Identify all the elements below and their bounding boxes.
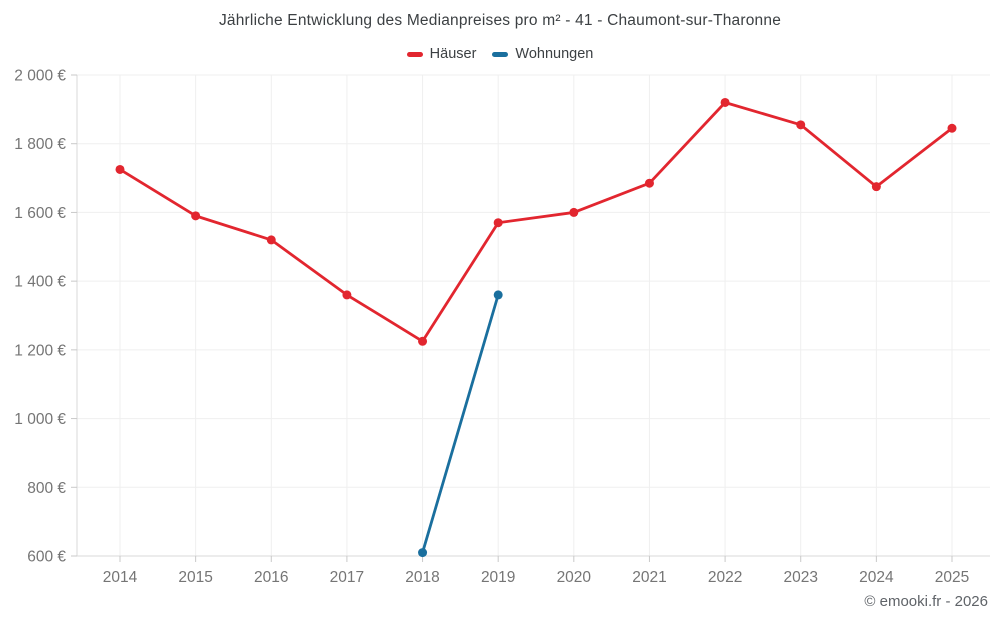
axes bbox=[71, 74, 990, 562]
series-line bbox=[421, 293, 500, 554]
x-tick-label: 2022 bbox=[708, 569, 742, 586]
y-tick-label: 600 € bbox=[27, 549, 66, 566]
x-tick-label: 2018 bbox=[405, 569, 439, 586]
x-tick-label: 2019 bbox=[481, 569, 515, 586]
data-point[interactable] bbox=[493, 290, 503, 300]
x-tick-label: 2015 bbox=[178, 569, 212, 586]
x-tick-label: 2014 bbox=[103, 569, 138, 586]
legend-item-wohnungen[interactable]: Wohnungen bbox=[492, 46, 593, 62]
x-tick-label: 2025 bbox=[935, 569, 969, 586]
data-point[interactable] bbox=[418, 336, 428, 346]
axis-labels: 600 € 800 € 1 000 € 1 200 € 1 400 € 1 600 € 1 … bbox=[14, 68, 969, 587]
y-tick-label: 1 200 € bbox=[14, 342, 66, 359]
x-tick-label: 2021 bbox=[632, 569, 666, 586]
data-point[interactable] bbox=[342, 290, 352, 300]
legend: Häuser Wohnungen bbox=[0, 46, 1000, 62]
x-tick-label: 2023 bbox=[783, 569, 817, 586]
chart-title: Jährliche Entwicklung des Medianpreises … bbox=[218, 12, 782, 29]
data-point[interactable] bbox=[115, 164, 125, 174]
data-point[interactable] bbox=[796, 120, 806, 130]
y-tick-label: 1 600 € bbox=[14, 205, 66, 222]
data-point[interactable] bbox=[947, 123, 957, 133]
y-tick-label: 2 000 € bbox=[14, 68, 66, 85]
grid-lines bbox=[77, 74, 990, 556]
y-tick-label: 1 400 € bbox=[14, 274, 66, 291]
y-tick-label: 1 000 € bbox=[14, 411, 66, 428]
data-point[interactable] bbox=[493, 218, 503, 228]
x-tick-label: 2016 bbox=[254, 569, 288, 586]
legend-marker-wohnungen-icon bbox=[492, 51, 509, 57]
data-point[interactable] bbox=[569, 207, 579, 217]
series-line bbox=[118, 101, 954, 343]
data-point[interactable] bbox=[191, 211, 201, 221]
data-point[interactable] bbox=[720, 97, 730, 107]
series-wohnungen bbox=[418, 290, 503, 558]
legend-item-haeuser[interactable]: Häuser bbox=[406, 46, 477, 62]
data-point[interactable] bbox=[644, 178, 654, 188]
legend-marker-haeuser-icon bbox=[406, 51, 423, 57]
x-tick-label: 2020 bbox=[557, 569, 592, 586]
x-tick-label: 2024 bbox=[859, 569, 894, 586]
data-point[interactable] bbox=[418, 548, 428, 558]
data-point[interactable] bbox=[266, 235, 276, 245]
y-tick-label: 1 800 € bbox=[14, 136, 66, 153]
data-point[interactable] bbox=[871, 182, 881, 192]
series-haeuser bbox=[115, 97, 957, 346]
legend-label-wohnungen: Wohnungen bbox=[515, 46, 594, 62]
x-tick-label: 2017 bbox=[330, 569, 364, 586]
y-tick-label: 800 € bbox=[27, 480, 66, 497]
copyright: © emooki.fr - 2026 bbox=[864, 593, 988, 610]
legend-label-haeuser: Häuser bbox=[429, 46, 477, 62]
